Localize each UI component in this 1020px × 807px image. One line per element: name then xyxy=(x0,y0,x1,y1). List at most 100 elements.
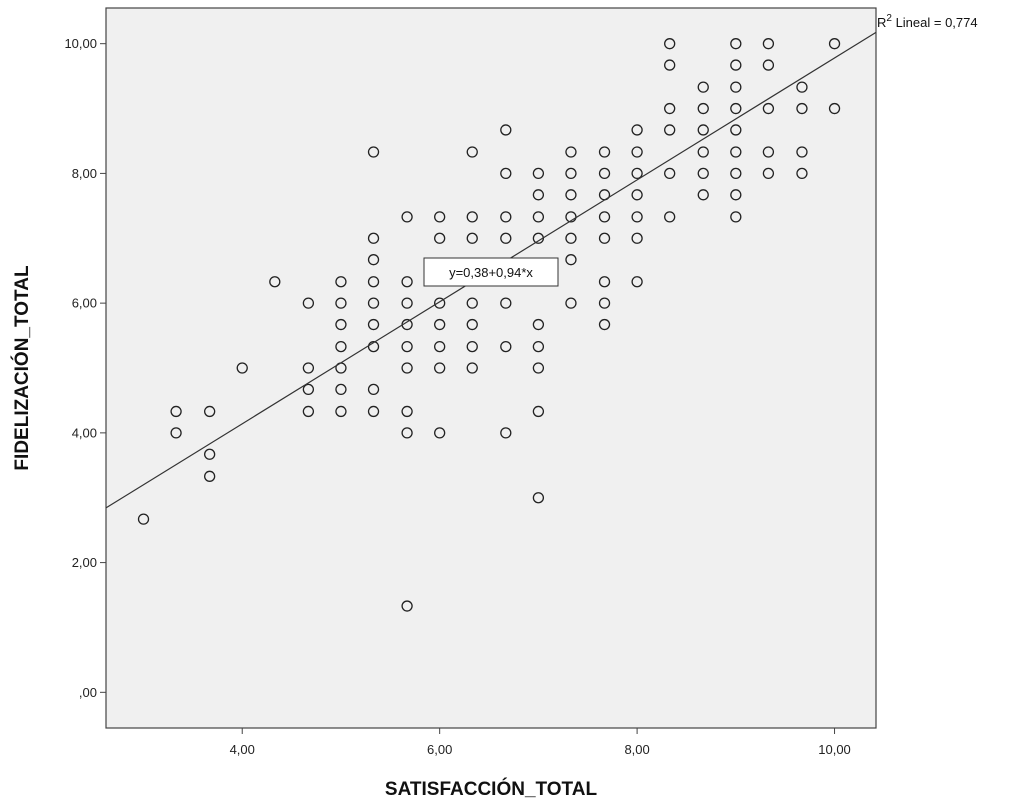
data-point xyxy=(401,297,413,309)
data-point xyxy=(401,211,413,223)
data-point xyxy=(434,211,446,223)
data-point xyxy=(565,232,577,244)
data-point xyxy=(664,59,676,71)
data-point xyxy=(730,211,742,223)
data-point xyxy=(796,167,808,180)
data-point xyxy=(664,38,676,50)
data-point xyxy=(500,427,512,439)
data-point xyxy=(598,211,611,223)
data-point xyxy=(730,38,742,50)
equation-label: y=0,38+0,94*x xyxy=(449,265,533,280)
equation-box-frame xyxy=(423,257,559,287)
data-point xyxy=(828,102,841,115)
data-point xyxy=(697,189,709,201)
data-point xyxy=(796,81,808,93)
data-point xyxy=(367,405,380,418)
y-axis-title: FIDELIZACIÓN_TOTAL xyxy=(11,265,33,471)
data-point xyxy=(565,189,577,201)
data-point xyxy=(565,146,577,158)
data-point xyxy=(170,427,182,439)
data-point xyxy=(500,167,512,180)
data-point xyxy=(367,146,380,158)
data-point xyxy=(401,276,413,288)
x-tick-label: 6,00 xyxy=(427,742,452,757)
data-point xyxy=(532,362,545,374)
y-axis: ,00 2,00 4,00 6,00 8,00 10,00 xyxy=(64,36,106,700)
data-point xyxy=(631,167,643,180)
data-point xyxy=(565,211,577,223)
data-point xyxy=(335,340,347,353)
data-point xyxy=(401,600,413,612)
data-point xyxy=(730,146,742,158)
data-point xyxy=(697,167,709,180)
data-point xyxy=(697,124,709,136)
data-point xyxy=(335,318,347,331)
data-point xyxy=(631,232,643,244)
data-point xyxy=(598,276,611,288)
data-point xyxy=(532,492,545,504)
data-point xyxy=(269,276,281,288)
data-point xyxy=(466,211,478,223)
data-point xyxy=(466,297,478,309)
data-point xyxy=(367,318,380,331)
data-point xyxy=(532,167,545,180)
data-point xyxy=(730,102,742,115)
data-point xyxy=(302,297,315,309)
data-point xyxy=(762,167,775,180)
data-point xyxy=(466,146,478,158)
data-point xyxy=(532,211,545,223)
data-point xyxy=(598,146,611,158)
data-points xyxy=(137,38,841,612)
data-point xyxy=(532,340,545,353)
data-point xyxy=(302,383,315,396)
data-point xyxy=(730,167,742,180)
data-point xyxy=(631,124,643,136)
data-point xyxy=(730,59,742,71)
data-point xyxy=(434,297,446,309)
data-point xyxy=(500,340,512,353)
data-point xyxy=(532,189,545,201)
data-point xyxy=(598,318,611,331)
data-point xyxy=(796,102,808,115)
data-point xyxy=(401,405,413,418)
data-point xyxy=(796,146,808,158)
data-point xyxy=(730,189,742,201)
y-tick-label: 8,00 xyxy=(72,166,97,181)
data-point xyxy=(335,276,347,288)
data-point xyxy=(466,318,478,331)
y-tick-label: 6,00 xyxy=(72,296,97,311)
data-point xyxy=(204,470,216,482)
data-point xyxy=(367,276,380,288)
y-tick-label: 2,00 xyxy=(72,555,97,570)
data-point xyxy=(302,362,315,374)
data-point xyxy=(367,232,380,244)
data-point xyxy=(367,297,380,309)
data-point xyxy=(500,232,512,244)
data-point xyxy=(730,81,742,93)
data-point xyxy=(762,102,775,115)
data-point xyxy=(434,427,446,439)
data-point xyxy=(697,81,709,93)
data-point xyxy=(631,146,643,158)
data-point xyxy=(466,340,478,353)
data-point xyxy=(434,318,446,331)
data-point xyxy=(367,340,380,353)
data-point xyxy=(664,167,676,180)
r2-superscript: 2 xyxy=(886,13,892,24)
data-point xyxy=(762,59,775,71)
data-point xyxy=(664,211,676,223)
x-axis: 4,00 6,00 8,00 10,00 xyxy=(230,728,851,757)
data-point xyxy=(598,297,611,309)
data-point xyxy=(565,254,577,266)
data-point xyxy=(565,297,577,309)
data-point xyxy=(137,513,150,525)
x-tick-label: 8,00 xyxy=(624,742,649,757)
data-point xyxy=(466,362,478,374)
data-point xyxy=(434,340,446,353)
data-point xyxy=(730,124,742,136)
data-point xyxy=(631,189,643,201)
x-axis-title: SATISFACCIÓN_TOTAL xyxy=(385,778,598,800)
data-point xyxy=(598,232,611,244)
data-point xyxy=(434,362,446,374)
data-point xyxy=(335,405,347,418)
